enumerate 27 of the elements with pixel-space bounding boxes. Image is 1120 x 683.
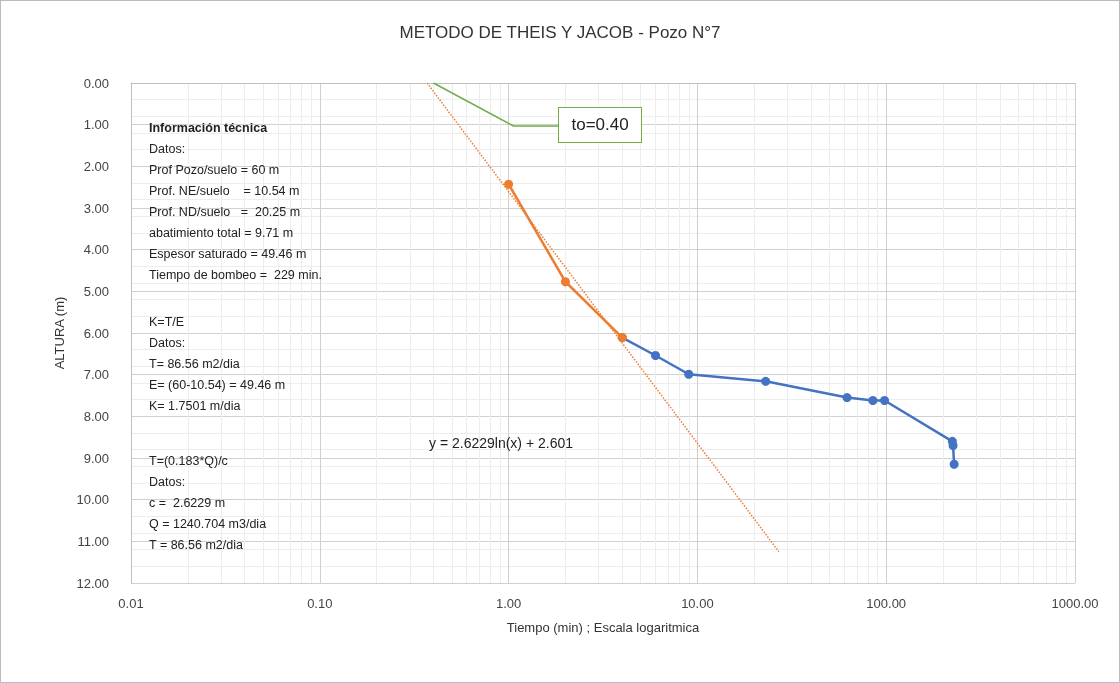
y-axis-title: ALTURA (m) — [51, 296, 67, 370]
annotation: Información técnica Datos: Prof Pozo/suelo = 60 m Prof. NE/suelo = 10.54 m Prof. ND/suelo = 20.25 m abatimiento total = 9.71 m Espesor saturado = 49.46 m Tiempo de bombeo = 229 min. — [149, 120, 322, 284]
y-tick-label: 3.00 — [83, 200, 109, 216]
y-tick-label: 5.00 — [83, 283, 109, 299]
y-tick-label: 2.00 — [83, 158, 109, 174]
y-tick-label: 6.00 — [83, 325, 109, 341]
annotation: y = 2.6229ln(x) + 2.601 — [429, 434, 573, 453]
y-tick-label: 9.00 — [83, 450, 109, 466]
x-tick-label: 0.01 — [118, 596, 144, 611]
x-axis-title: Tiempo (min) ; Escala logaritmica — [506, 620, 700, 635]
y-tick-label: 7.00 — [83, 367, 109, 383]
y-tick-label: 0.00 — [83, 75, 109, 91]
x-tick-label: 10.00 — [681, 596, 714, 611]
y-tick-label: 4.00 — [83, 242, 109, 258]
x-tick-label: 0.10 — [307, 596, 333, 611]
annotation: T=(0.183*Q)/c Datos: c = 2.6229 m Q = 1240.704 m3/dia T = 86.56 m2/dia — [149, 453, 267, 554]
y-tick-label: 11.00 — [77, 533, 109, 549]
chart-title: METODO DE THEIS Y JACOB - Pozo N°7 — [399, 23, 721, 42]
y-tick-label: 1.00 — [83, 117, 109, 133]
annotation: to=0.40 — [558, 107, 642, 143]
y-tick-label: 8.00 — [83, 408, 109, 424]
x-tick-label: 1000.00 — [1051, 596, 1099, 611]
annotation: K=T/E Datos: T= 86.56 m2/dia E= (60-10.54) = 49.46 m K= 1.7501 m/dia — [149, 314, 286, 415]
x-tick-label: 100.00 — [866, 596, 907, 611]
y-tick-label: 10.00 — [76, 492, 109, 508]
x-tick-label: 1.00 — [495, 596, 522, 611]
y-tick-label: 12.00 — [76, 575, 109, 591]
